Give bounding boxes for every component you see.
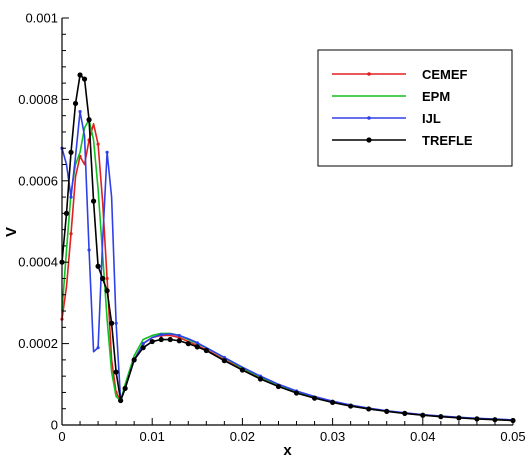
series-point-ijl [105, 150, 109, 154]
y-tick-label: 0 [51, 418, 58, 433]
series-point-trefle [81, 76, 88, 82]
series-point-ijl [87, 248, 91, 252]
y-tick-label: 0.0002 [18, 336, 58, 351]
series-point-trefle [104, 288, 110, 294]
series-point-trefle [420, 412, 426, 418]
x-tick-label: 0.03 [320, 429, 345, 444]
legend-marker [367, 72, 371, 76]
series-point-trefle [330, 399, 336, 406]
x-tick-label: 0.05 [500, 429, 525, 444]
series-point-trefle [176, 338, 182, 344]
series-point-trefle [158, 336, 164, 343]
x-tick-label: 0 [58, 429, 65, 444]
ticks-group: 0 0.01 0.02 0.03 0.04 0.05 0 0.0002 0.0004 0.0006… [18, 11, 525, 445]
series-point-trefle [239, 367, 245, 373]
y-axis-label: V [3, 227, 20, 237]
x-tick-label: 0.02 [230, 429, 255, 444]
series-point-trefle [203, 347, 209, 354]
series-point-trefle [366, 406, 372, 412]
series-point-trefle [131, 357, 137, 363]
series-point-cemef [69, 232, 73, 236]
series-point-trefle [221, 358, 227, 364]
series-point-trefle [113, 369, 119, 375]
series-point-trefle [438, 414, 444, 420]
legend-label: CEMEF [422, 67, 468, 82]
series-point-trefle [149, 338, 155, 345]
legend-marker [367, 116, 371, 120]
series-point-trefle [90, 198, 97, 204]
series-point-trefle [474, 416, 480, 422]
y-tick-label: 0.0004 [18, 255, 58, 270]
series-point-trefle [348, 403, 354, 409]
series-point-trefle [456, 415, 462, 421]
series-point-ijl [159, 333, 163, 337]
series-point-ijl [141, 342, 145, 346]
series-point-ijl [114, 321, 118, 325]
legend: CEMEF EPM IJL TREFLE [317, 49, 513, 167]
series-point-trefle [77, 72, 83, 78]
series-point-ijl [78, 110, 82, 114]
series-point-trefle [311, 395, 318, 401]
series-point-trefle [140, 345, 146, 351]
legend-label: TREFLE [422, 133, 473, 148]
series-point-ijl [69, 195, 73, 199]
plot-series-group [59, 72, 516, 424]
series-point-ijl [96, 346, 100, 350]
series-point-trefle [86, 117, 92, 123]
series-point-trefle [194, 344, 200, 350]
series-point-trefle [118, 397, 124, 404]
series-point-trefle [99, 275, 106, 282]
series-point-trefle [275, 383, 282, 390]
series-point-trefle [492, 417, 498, 423]
legend-item-cemef: CEMEF [332, 67, 468, 82]
legend-label: EPM [422, 89, 450, 104]
axes-group [61, 18, 513, 426]
legend-item-trefle: TREFLE [332, 133, 473, 148]
legend-box [317, 49, 513, 167]
series-point-trefle [384, 408, 390, 414]
series-point-ijl [177, 333, 181, 338]
series-point-trefle [185, 341, 191, 347]
y-tick-label: 0.0006 [18, 173, 58, 188]
y-tick-label: 0.0008 [18, 92, 58, 107]
x-tick-label: 0.04 [410, 429, 435, 444]
series-point-trefle [167, 336, 173, 343]
series-point-trefle [63, 210, 70, 216]
series-point-cemef [105, 276, 109, 281]
series-point-trefle [293, 390, 300, 396]
series-point-trefle [72, 100, 79, 107]
legend-item-epm: EPM [332, 89, 450, 104]
legend-label: IJL [422, 111, 441, 126]
series-point-trefle [402, 410, 408, 416]
series-point-trefle [257, 376, 264, 382]
y-tick-label: 0.001 [25, 11, 58, 26]
series-point-trefle [95, 263, 101, 269]
legend-marker [366, 137, 372, 143]
legend-item-ijl: IJL [332, 111, 441, 126]
x-tick-label: 0.01 [140, 429, 165, 444]
series-point-trefle [68, 149, 74, 155]
series-point-ijl [195, 341, 199, 345]
series-point-trefle [122, 385, 128, 391]
series-point-trefle [109, 320, 115, 326]
x-axis-label: x [283, 442, 292, 459]
series-point-cemef [96, 142, 100, 146]
